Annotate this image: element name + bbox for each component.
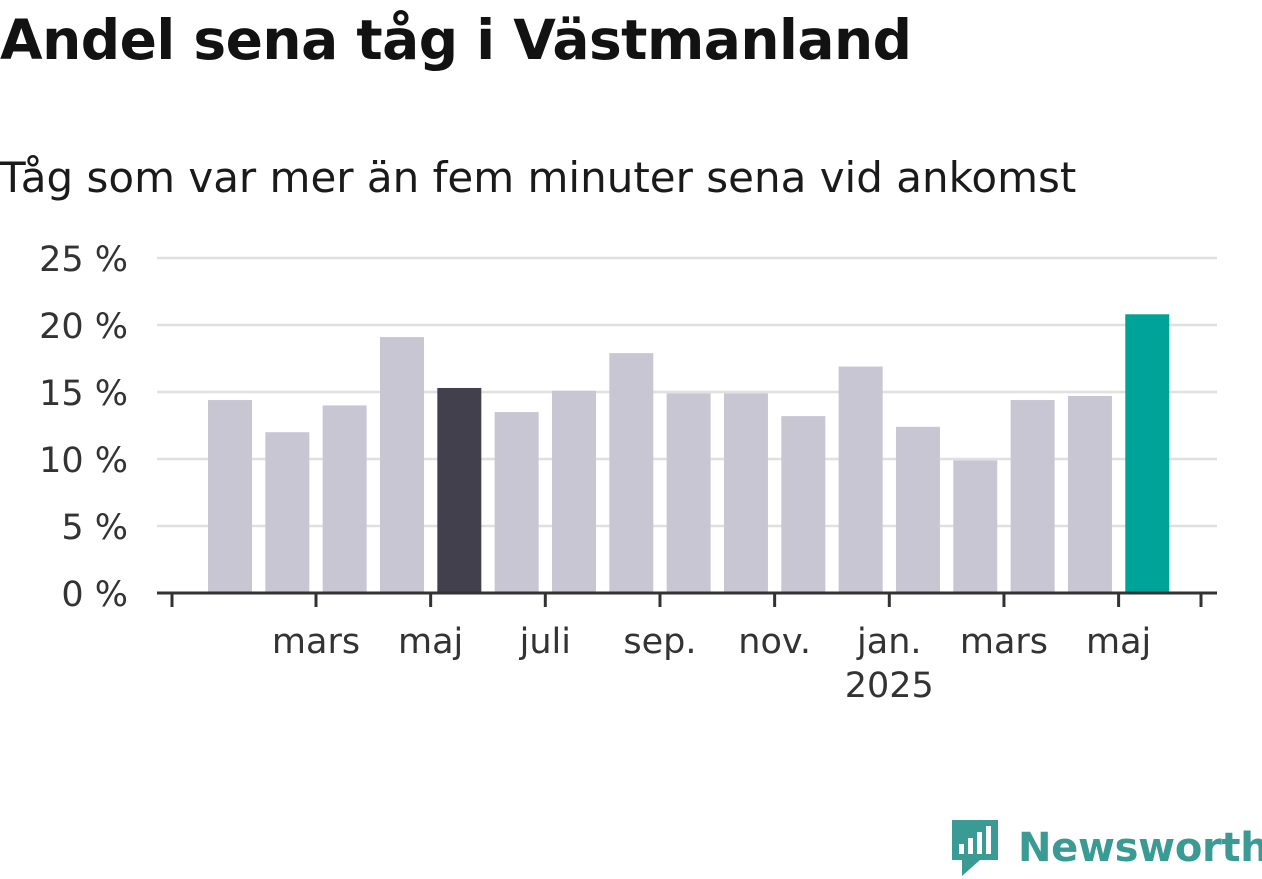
bar [1010,400,1055,593]
bar [1067,396,1112,593]
x-tick-label: nov. [738,622,811,662]
newsworthy-logo-text: Newsworthy [1018,825,1262,871]
bar [379,337,424,593]
axes [157,591,1217,607]
bar [723,393,768,593]
y-tick-label: 10 % [39,441,128,481]
bar [953,460,998,593]
y-tick-label: 20 % [39,307,128,347]
bar [208,400,252,593]
bar [609,353,654,593]
x-tick-label: jan. [856,622,921,662]
x-tick-label: mars [960,622,1048,662]
bar [838,366,883,593]
bar [494,412,539,593]
y-tick-label: 25 % [39,240,128,280]
bar [666,393,711,593]
x-tick-label: maj [398,622,463,662]
bar-chart: 0 %5 %10 %15 %20 %25 %mars maj juli sep. nov… [39,240,1217,706]
bars [208,314,1170,593]
x-tick-label: juli [519,622,571,662]
bar [265,432,310,593]
y-tick-label: 5 % [61,508,128,548]
bar [551,390,596,593]
bar [895,426,940,593]
axis-labels: 0 %5 %10 %15 %20 %25 %mars maj juli sep. nov… [39,240,1151,706]
chart-subtitle: Tåg som var mer än fem minuter sena vid … [0,153,1077,202]
x-tick-label: maj [1086,622,1151,662]
y-tick-label: 0 % [61,575,128,615]
bar [437,387,482,593]
chart-title: Andel sena tåg i Västmanland [0,8,912,72]
bar [1125,314,1170,593]
x-tick-label: sep. [623,622,696,662]
y-tick-label: 15 % [39,374,128,414]
x-tick-label: mars [272,622,360,662]
newsworthy-logo[interactable]: Newsworthy [950,818,1262,878]
newsworthy-logo-icon [952,820,998,876]
bar [322,405,367,593]
x-tick-sublabel: 2025 [845,666,934,706]
bar [781,416,826,593]
